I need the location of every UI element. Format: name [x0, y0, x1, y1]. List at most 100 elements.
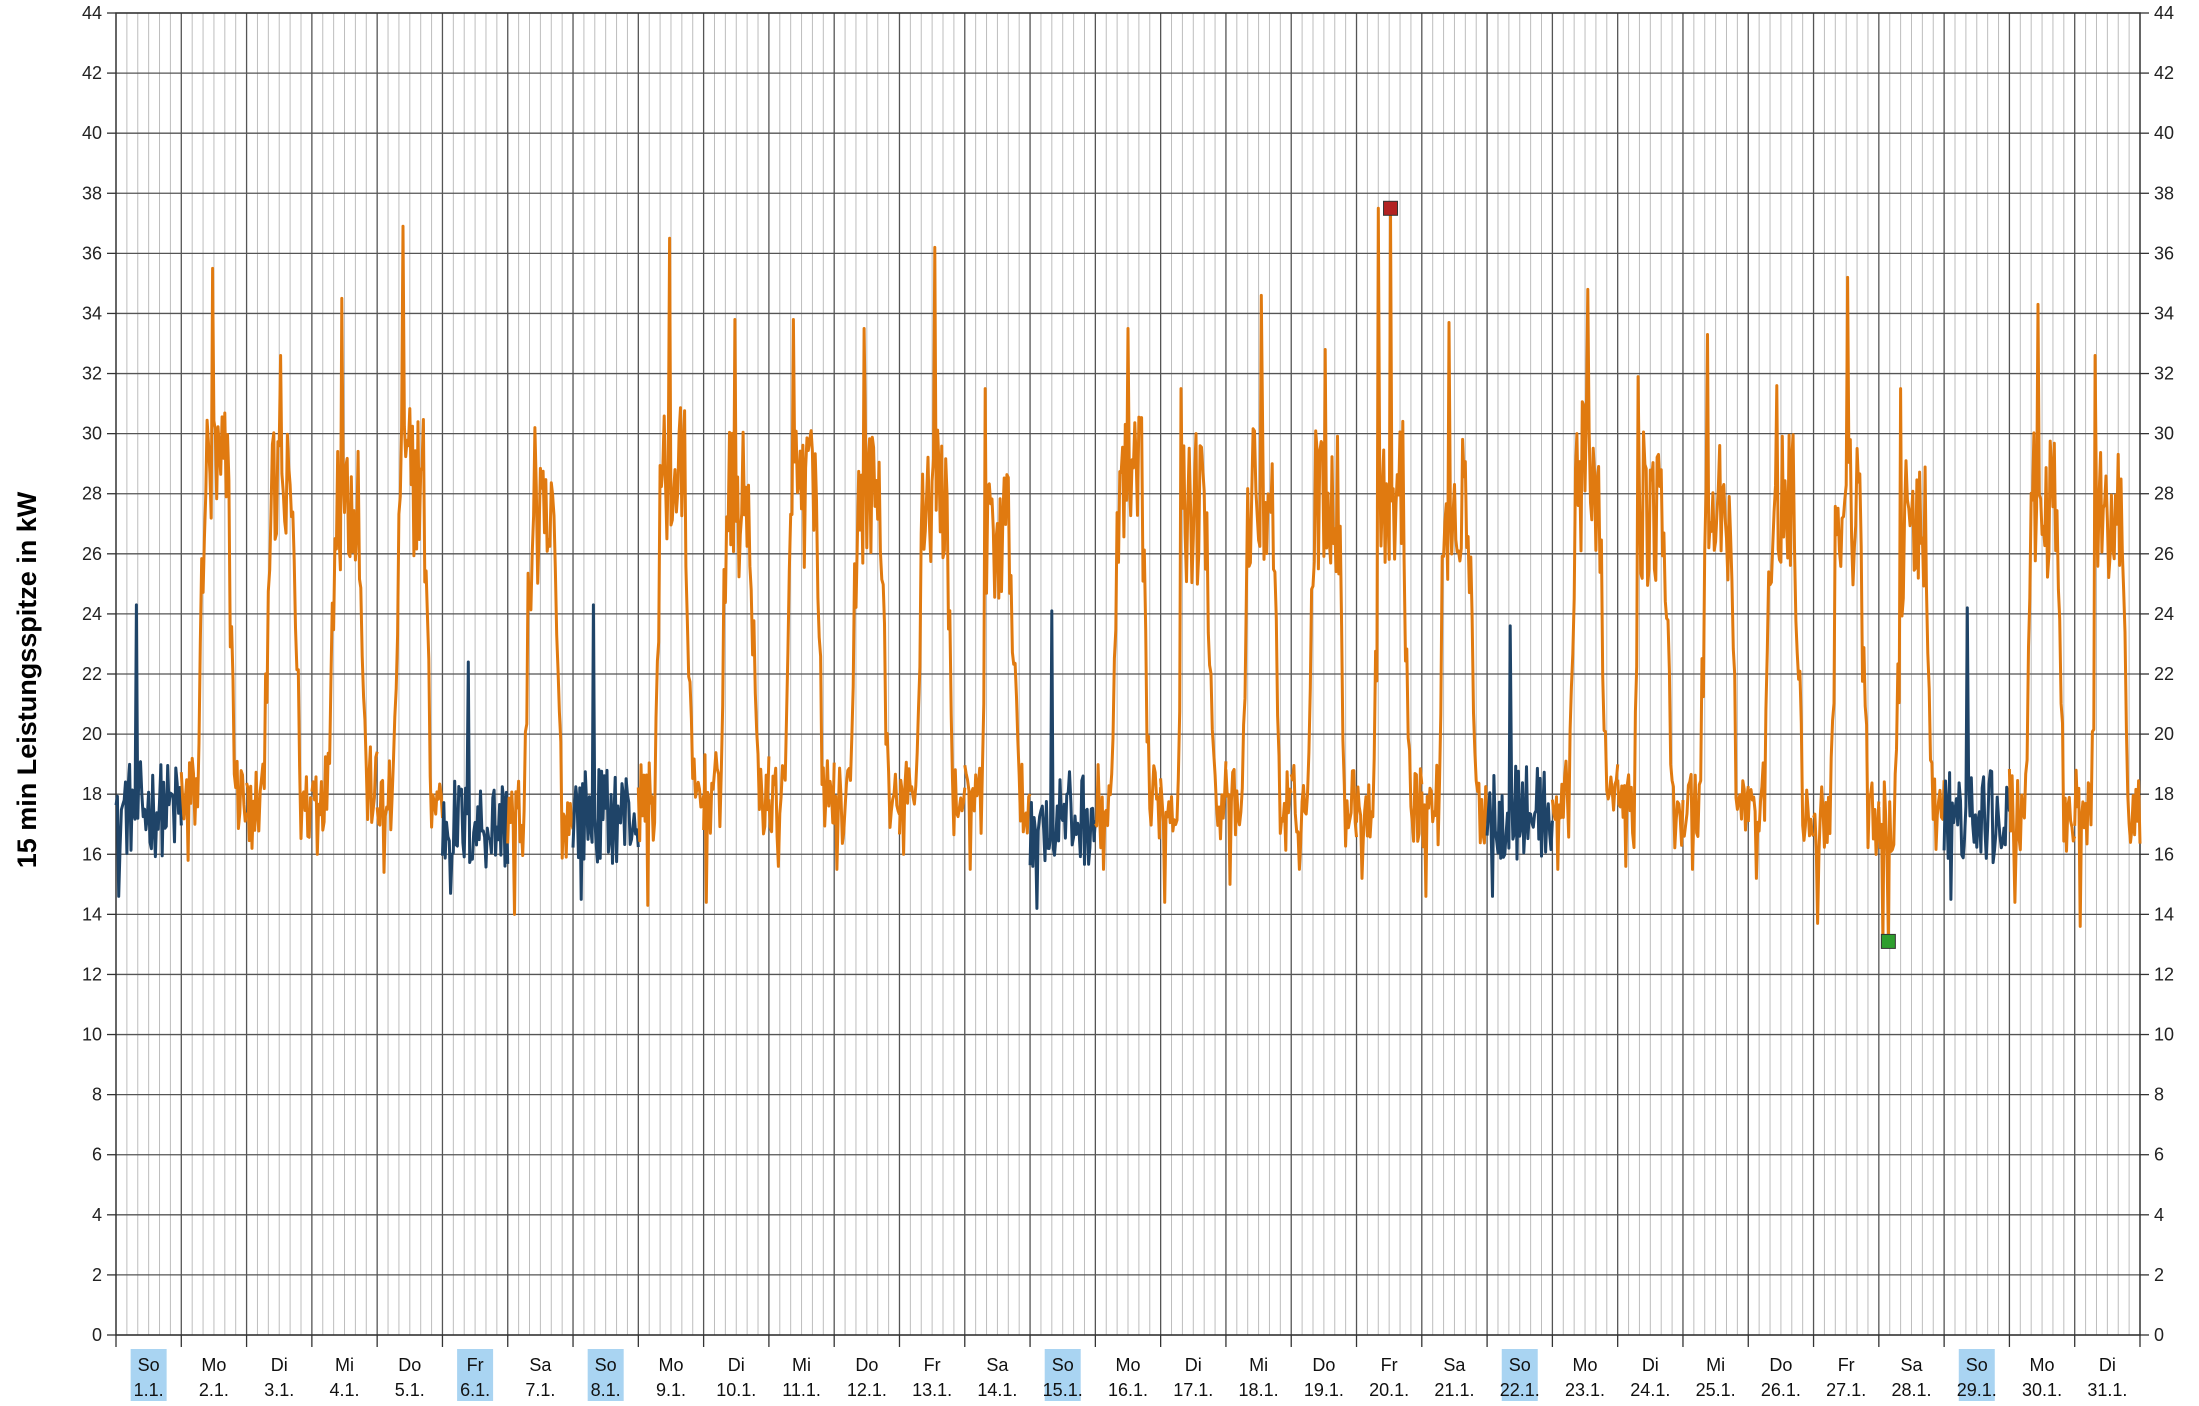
- x-date-label: 3.1.: [264, 1380, 294, 1400]
- y-tick-label-left: 14: [82, 904, 102, 924]
- x-weekday-label: So: [1509, 1355, 1531, 1375]
- y-tick-label-right: 40: [2154, 123, 2174, 143]
- x-date-label: 23.1.: [1565, 1380, 1605, 1400]
- x-weekday-label: Do: [855, 1355, 878, 1375]
- workday-day-line: [310, 296, 379, 856]
- y-tick-label-left: 12: [82, 964, 102, 984]
- y-tick-label-right: 4: [2154, 1205, 2164, 1225]
- y-tick-label-right: 0: [2154, 1325, 2164, 1345]
- x-date-label: 18.1.: [1239, 1380, 1279, 1400]
- x-weekday-label: Sa: [1900, 1355, 1923, 1375]
- workday-day-line: [963, 387, 1032, 871]
- workday-day-line: [1094, 327, 1163, 871]
- holiday-day-line: [114, 603, 183, 898]
- workday-day-line: [1224, 293, 1293, 886]
- x-date-label: 21.1.: [1434, 1380, 1474, 1400]
- holiday-label-highlight: [130, 1349, 167, 1401]
- workday-day-line: [702, 318, 771, 904]
- x-weekday-label: Sa: [1443, 1355, 1466, 1375]
- x-weekday-label: Mo: [2030, 1355, 2055, 1375]
- x-weekday-label: Mo: [1573, 1355, 1598, 1375]
- x-weekday-label: So: [1052, 1355, 1074, 1375]
- workday-day-line: [2007, 302, 2077, 904]
- x-date-label: 20.1.: [1369, 1380, 1409, 1400]
- y-tick-label-left: 0: [92, 1325, 102, 1345]
- y-tick-label-right: 2: [2154, 1265, 2164, 1285]
- x-date-label: 28.1.: [1891, 1380, 1931, 1400]
- y-tick-label-left: 36: [82, 243, 102, 263]
- workday-day-line: [832, 327, 901, 871]
- workday-day-line: [636, 236, 706, 907]
- x-date-label: 5.1.: [395, 1380, 425, 1400]
- y-tick-label-left: 38: [82, 183, 102, 203]
- y-tick-label-right: 6: [2154, 1145, 2164, 1165]
- y-axis-left: 0246810121416182022242628303234363840424…: [82, 3, 116, 1345]
- x-weekday-label: Mi: [1706, 1355, 1725, 1375]
- workday-day-line: [1355, 206, 1424, 880]
- x-date-label: 27.1.: [1826, 1380, 1866, 1400]
- y-tick-label-left: 42: [82, 63, 102, 83]
- workday-day-line: [1289, 348, 1358, 871]
- x-weekday-label: Fr: [1381, 1355, 1398, 1375]
- x-date-label: 19.1.: [1304, 1380, 1344, 1400]
- x-date-label: 15.1.: [1043, 1380, 1083, 1400]
- x-date-label: 17.1.: [1173, 1380, 1213, 1400]
- x-weekday-label: Di: [2099, 1355, 2116, 1375]
- x-date-label: 31.1.: [2087, 1380, 2127, 1400]
- x-date-label: 11.1.: [782, 1380, 821, 1400]
- x-date-label: 2.1.: [199, 1380, 229, 1400]
- x-date-label: 25.1.: [1696, 1380, 1736, 1400]
- y-tick-label-right: 10: [2154, 1025, 2174, 1045]
- y-axis-label: 15 min Leistungsspitze in kW: [12, 491, 42, 868]
- x-weekday-label: Di: [1642, 1355, 1659, 1375]
- x-date-label: 16.1.: [1108, 1380, 1148, 1400]
- min-peak-marker: [1880, 933, 1896, 949]
- y-tick-label-right: 38: [2154, 183, 2174, 203]
- y-tick-label-left: 20: [82, 724, 102, 744]
- holiday-day-line: [571, 603, 640, 901]
- x-date-label: 7.1.: [525, 1380, 555, 1400]
- x-weekday-label: Do: [398, 1355, 421, 1375]
- y-tick-label-right: 16: [2154, 844, 2174, 864]
- y-tick-label-left: 22: [82, 664, 102, 684]
- workday-day-line: [1616, 375, 1685, 868]
- y-tick-label-right: 12: [2154, 964, 2174, 984]
- y-tick-label-left: 26: [82, 544, 102, 564]
- y-tick-label-left: 18: [82, 784, 102, 804]
- x-date-label: 4.1.: [330, 1380, 360, 1400]
- workday-day-line: [767, 318, 836, 868]
- y-tick-label-left: 40: [82, 123, 102, 143]
- holiday-day-line: [1485, 624, 1554, 898]
- x-date-label: 6.1.: [460, 1380, 490, 1400]
- holiday-label-highlight: [1501, 1349, 1538, 1401]
- x-date-label: 22.1.: [1500, 1380, 1540, 1400]
- y-tick-label-right: 36: [2154, 243, 2174, 263]
- x-date-label: 30.1.: [2022, 1380, 2062, 1400]
- y-tick-label-right: 42: [2154, 63, 2174, 83]
- workday-day-line: [1420, 321, 1489, 898]
- workday-day-line: [375, 224, 444, 874]
- x-weekday-label: Di: [728, 1355, 745, 1375]
- y-tick-label-left: 6: [92, 1145, 102, 1165]
- x-weekday-label: So: [595, 1355, 617, 1375]
- x-date-label: 24.1.: [1630, 1380, 1670, 1400]
- x-date-label: 9.1.: [656, 1380, 686, 1400]
- y-tick-label-right: 14: [2154, 904, 2174, 924]
- x-weekday-label: Mi: [1249, 1355, 1268, 1375]
- y-tick-label-right: 22: [2154, 664, 2174, 684]
- workday-day-line: [1159, 387, 1228, 904]
- workday-day-line: [245, 354, 314, 850]
- y-tick-label-right: 34: [2154, 303, 2174, 323]
- workday-day-line: [1746, 384, 1815, 880]
- workday-day-line: [179, 266, 249, 862]
- workday-day-line: [898, 245, 967, 856]
- holiday-label-highlight: [1958, 1349, 1995, 1401]
- holiday-day-line: [441, 660, 510, 895]
- x-date-label: 29.1.: [1957, 1380, 1997, 1400]
- workday-day-line: [1682, 333, 1750, 871]
- x-weekday-label: Fr: [924, 1355, 941, 1375]
- holiday-label-highlight: [587, 1349, 624, 1401]
- max-peak-marker: [1383, 200, 1399, 216]
- y-tick-label-right: 26: [2154, 544, 2174, 564]
